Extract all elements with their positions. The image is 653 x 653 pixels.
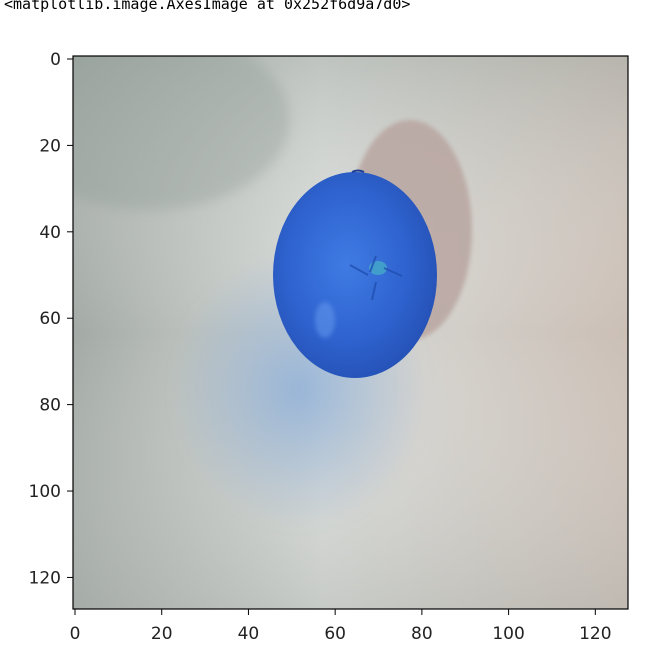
photo-image: [73, 56, 628, 609]
x-tick-label: 60: [324, 624, 346, 644]
y-axis: 0 20 40 60 80 100 120: [29, 50, 73, 588]
x-tick-label: 100: [492, 624, 524, 644]
x-tick-label: 20: [151, 624, 173, 644]
x-tick-label: 0: [70, 624, 81, 644]
y-tick-label: 20: [39, 136, 61, 156]
y-tick-label: 120: [29, 568, 61, 588]
y-tick-label: 0: [50, 50, 61, 70]
x-axis: 0 20 40 60 80 100 120: [70, 609, 612, 644]
y-tick-label: 100: [29, 482, 61, 502]
y-tick-label: 60: [39, 309, 61, 329]
x-tick-label: 40: [238, 624, 260, 644]
axes-frame: [72, 55, 629, 610]
x-tick-label: 120: [579, 624, 611, 644]
cell-output-repr: <matplotlib.image.AxesImage at 0x252f6d9…: [4, 0, 411, 13]
fruit: [273, 172, 437, 378]
y-tick-label: 40: [39, 223, 61, 243]
y-tick-label: 80: [39, 396, 61, 416]
x-tick-label: 80: [411, 624, 433, 644]
